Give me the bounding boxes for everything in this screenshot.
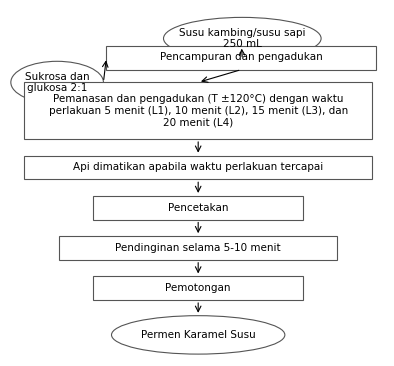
- Text: Pencampuran dan pengadukan: Pencampuran dan pengadukan: [160, 52, 323, 63]
- Ellipse shape: [112, 315, 285, 354]
- FancyBboxPatch shape: [106, 46, 376, 70]
- Text: Pendinginan selama 5-10 menit: Pendinginan selama 5-10 menit: [115, 243, 281, 253]
- FancyBboxPatch shape: [59, 236, 337, 260]
- Ellipse shape: [11, 61, 103, 103]
- FancyBboxPatch shape: [93, 196, 303, 220]
- Text: Susu kambing/susu sapi
250 mL: Susu kambing/susu sapi 250 mL: [179, 27, 306, 49]
- Text: Pencetakan: Pencetakan: [168, 202, 229, 213]
- Text: Api dimatikan apabila waktu perlakuan tercapai: Api dimatikan apabila waktu perlakuan te…: [73, 162, 323, 172]
- Text: Pemanasan dan pengadukan (T ±120°C) dengan waktu
perlakuan 5 menit (L1), 10 meni: Pemanasan dan pengadukan (T ±120°C) deng…: [48, 94, 348, 127]
- Text: Permen Karamel Susu: Permen Karamel Susu: [141, 330, 256, 340]
- Ellipse shape: [164, 17, 321, 60]
- FancyBboxPatch shape: [24, 156, 372, 179]
- FancyBboxPatch shape: [93, 276, 303, 300]
- Text: Sukrosa dan
glukosa 2:1: Sukrosa dan glukosa 2:1: [25, 71, 89, 93]
- FancyBboxPatch shape: [24, 82, 372, 139]
- Text: Pemotongan: Pemotongan: [165, 283, 231, 293]
